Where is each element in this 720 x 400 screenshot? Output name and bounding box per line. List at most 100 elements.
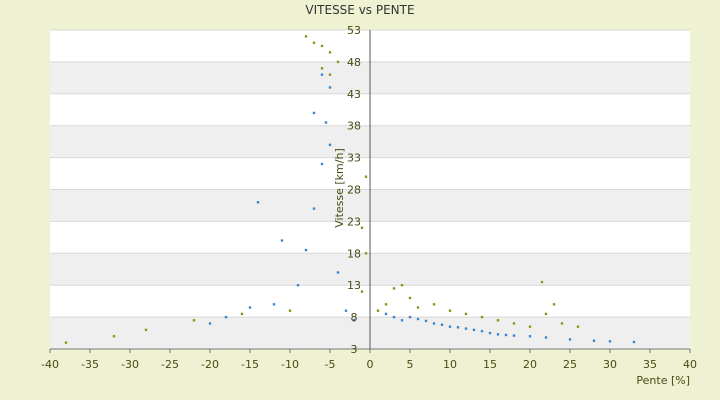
y-tick-label: 28 (347, 184, 361, 197)
data-point-olive (364, 252, 368, 255)
data-point-blue (256, 201, 260, 204)
data-point-olive (328, 73, 332, 76)
data-point-olive (240, 312, 244, 316)
data-point-olive (320, 44, 324, 48)
x-tick-label: -30 (121, 358, 139, 371)
data-point-blue (324, 121, 328, 124)
data-point-olive (528, 325, 532, 328)
x-tick-label: 0 (367, 358, 374, 371)
data-point-blue (456, 326, 460, 329)
data-point-olive (112, 335, 116, 338)
data-point-blue (312, 207, 316, 210)
data-point-blue (440, 323, 444, 326)
x-tick-label: -35 (81, 358, 99, 371)
data-point-olive (320, 67, 324, 70)
data-point-blue (592, 339, 596, 342)
y-tick-label: 8 (351, 311, 358, 324)
data-point-blue (496, 333, 500, 336)
x-tick-label: 15 (483, 358, 497, 371)
data-point-olive (552, 303, 556, 306)
data-point-olive (400, 284, 404, 287)
data-point-blue (320, 73, 324, 76)
data-point-olive (312, 41, 316, 44)
data-point-blue (352, 319, 356, 322)
data-point-olive (288, 309, 292, 312)
x-tick-label: 10 (443, 358, 457, 371)
data-point-olive (432, 303, 436, 306)
data-point-blue (544, 336, 548, 339)
data-point-blue (400, 319, 404, 322)
data-point-blue (384, 312, 388, 316)
x-tick-label: -5 (325, 358, 336, 371)
data-point-olive (192, 319, 196, 322)
data-point-olive (384, 303, 388, 306)
y-tick-label: 43 (347, 88, 361, 101)
data-point-blue (328, 86, 332, 89)
data-point-blue (208, 322, 212, 325)
x-tick-label: -10 (281, 358, 299, 371)
data-points (64, 35, 636, 344)
data-point-olive (496, 319, 500, 322)
data-point-blue (408, 315, 412, 319)
data-point-blue (392, 315, 396, 319)
x-tick-label: -40 (41, 358, 59, 371)
data-point-blue (448, 325, 452, 328)
data-point-blue (424, 319, 428, 323)
data-point-blue (472, 328, 476, 332)
y-tick-label: 23 (347, 215, 361, 228)
data-point-blue (632, 340, 636, 344)
x-tick-label: -20 (201, 358, 219, 371)
data-point-blue (280, 239, 284, 242)
x-tick-label: 25 (563, 358, 577, 371)
data-point-blue (608, 340, 612, 343)
y-tick-label: 48 (347, 56, 361, 69)
data-point-olive (464, 312, 468, 316)
data-point-olive (336, 60, 340, 64)
data-point-olive (144, 328, 148, 332)
data-point-blue (344, 309, 348, 312)
y-tick-label: 13 (347, 279, 361, 292)
data-point-blue (488, 331, 492, 335)
data-point-blue (432, 322, 436, 325)
y-tick-label: 18 (347, 247, 361, 260)
y-tick-label: 3 (351, 343, 358, 356)
data-point-olive (392, 287, 396, 290)
data-point-olive (512, 322, 516, 325)
data-point-blue (528, 335, 532, 338)
x-tick-label: 30 (603, 358, 617, 371)
data-point-blue (296, 284, 300, 287)
data-point-olive (544, 312, 548, 316)
data-point-blue (336, 271, 340, 274)
x-tick-label: 20 (523, 358, 537, 371)
data-point-blue (272, 303, 276, 306)
data-point-olive (304, 35, 308, 38)
data-point-blue (480, 329, 484, 333)
data-point-blue (512, 334, 516, 337)
x-axis-label: Pente [%] (636, 374, 690, 387)
data-point-blue (304, 248, 308, 252)
y-axis-label: Vitesse [km/h] (333, 148, 346, 228)
y-tick-label: 53 (347, 24, 361, 37)
data-point-blue (320, 162, 324, 166)
tick-labels: -40 -35 -30 -25 -20 -15 -10 -5 0 5 10 15 20 25 30 35 40 3… (41, 24, 697, 371)
data-point-blue (504, 333, 508, 337)
data-point-olive (360, 226, 364, 229)
data-point-olive (364, 175, 368, 178)
y-tick-label: 38 (347, 120, 361, 133)
data-point-olive (448, 309, 452, 312)
data-point-olive (408, 296, 412, 300)
data-point-olive (560, 322, 564, 325)
x-tick-label: 40 (683, 358, 697, 371)
data-point-olive (416, 306, 420, 309)
data-point-olive (376, 309, 380, 312)
data-point-blue (248, 306, 252, 309)
data-point-blue (328, 143, 332, 147)
data-point-olive (328, 51, 332, 54)
y-tick-label: 33 (347, 152, 361, 165)
data-point-blue (312, 111, 316, 115)
data-point-blue (224, 315, 228, 319)
x-tick-label: 5 (407, 358, 414, 371)
chart-title: VITESSE vs PENTE (305, 3, 414, 17)
data-point-blue (464, 327, 468, 330)
